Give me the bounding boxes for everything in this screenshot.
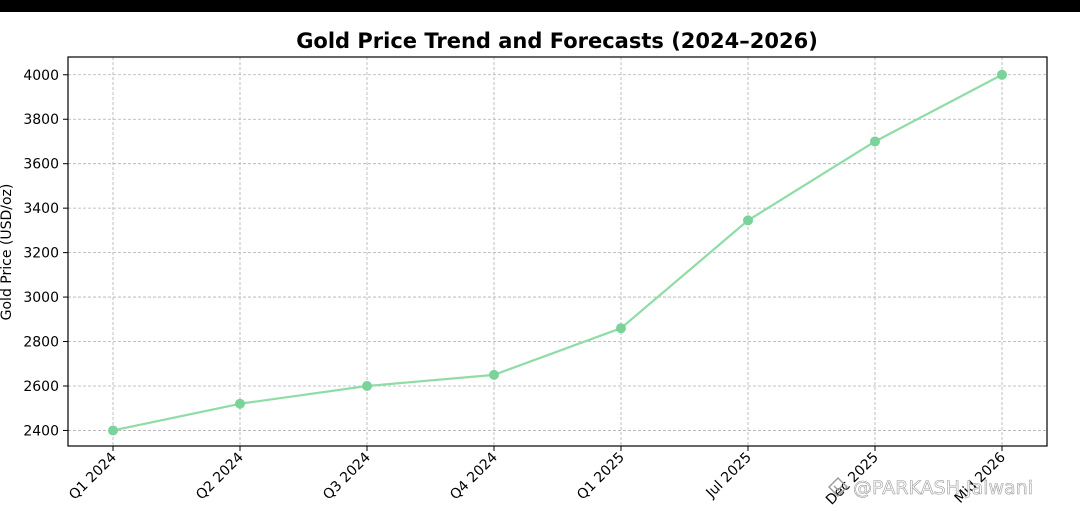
y-tick-label: 2800 bbox=[23, 335, 59, 351]
series bbox=[108, 69, 1007, 436]
y-tick-label: 3400 bbox=[23, 201, 59, 217]
data-point bbox=[870, 136, 880, 147]
top-black-bar bbox=[0, 0, 1080, 12]
data-point bbox=[235, 398, 245, 409]
x-tick-label: Q1 2025 bbox=[574, 450, 628, 504]
x-tick-label: Q3 2024 bbox=[320, 449, 374, 503]
grid bbox=[68, 57, 1047, 446]
share-diamond-icon bbox=[828, 477, 848, 497]
y-tick-label: 4000 bbox=[23, 68, 59, 84]
data-point bbox=[489, 369, 499, 380]
y-tick-label: 3000 bbox=[23, 290, 59, 306]
x-tick-label: Q2 2024 bbox=[193, 449, 247, 503]
y-tick-label: 3800 bbox=[23, 112, 59, 128]
series-line bbox=[112, 73, 1003, 432]
y-axis: 2400 2600 2800 3000 3200 3400 3600 3800 4000 bbox=[23, 68, 68, 439]
y-tick-label: 3600 bbox=[23, 157, 59, 173]
y-tick-label: 2400 bbox=[23, 423, 59, 439]
watermark: @PARKASH Jalwani bbox=[828, 477, 1033, 499]
chart-title: Gold Price Trend and Forecasts (2024–202… bbox=[296, 29, 818, 53]
data-point bbox=[616, 323, 626, 334]
data-point bbox=[108, 425, 118, 436]
y-tick-label: 2600 bbox=[23, 379, 59, 395]
data-point bbox=[997, 69, 1007, 80]
plot-frame bbox=[67, 56, 1048, 447]
y-axis-label: Gold Price (USD/oz) bbox=[0, 184, 15, 321]
x-tick-label: Q1 2024 bbox=[66, 449, 120, 503]
x-tick-label: Jul 2025 bbox=[703, 450, 755, 502]
x-tick-label: Q4 2024 bbox=[447, 449, 501, 503]
y-tick-label: 3200 bbox=[23, 246, 59, 262]
data-point bbox=[362, 380, 372, 391]
watermark-text: @PARKASH Jalwani bbox=[853, 477, 1033, 499]
data-point bbox=[743, 215, 753, 226]
